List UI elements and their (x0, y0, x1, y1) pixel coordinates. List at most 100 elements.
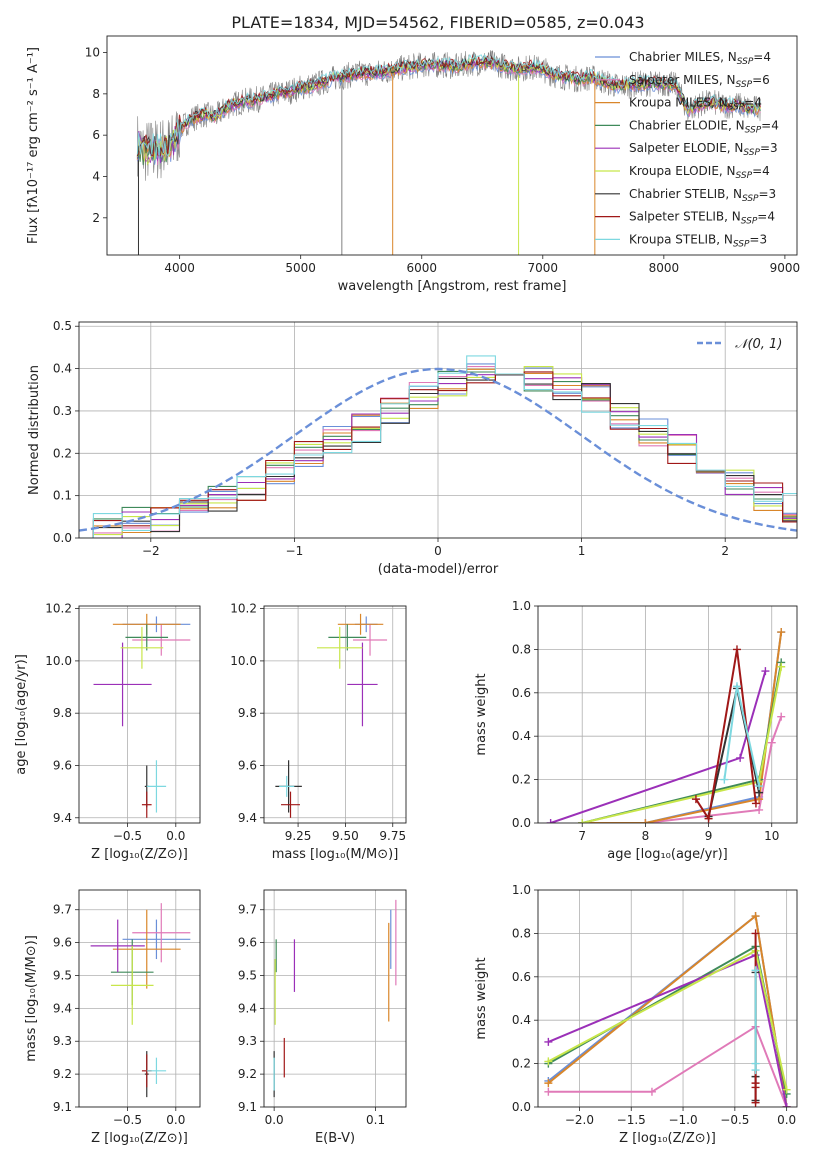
x-tick-label: 10 (764, 829, 779, 843)
y-tick-label: 9.7 (53, 903, 72, 917)
mass-weight-point (777, 712, 786, 721)
x-tick-label: 0.1 (366, 1113, 385, 1127)
mass-weight-point (544, 1037, 553, 1046)
mass-weight-point (732, 645, 741, 654)
y-tick-label: 0.8 (512, 926, 531, 940)
x-axis-label: E(B-V) (315, 1131, 355, 1146)
legend-entry: Chabrier ELODIE, NSSP=4 (629, 118, 779, 135)
y-tick-label: 0.5 (53, 319, 72, 333)
x-axis-label: wavelength [Angstrom, rest frame] (338, 279, 567, 294)
x-tick-label: 0.0 (166, 829, 185, 843)
axes-frame (78, 321, 798, 539)
y-axis-label: mass weight (474, 957, 489, 1039)
figure-title: PLATE=1834, MJD=54562, FIBERID=0585, z=0… (231, 13, 644, 32)
plot-area (264, 606, 406, 823)
spectrum-panel: 4000 5000 6000 7000 8000 9000 2 4 6 8 10 wavelength… (26, 35, 801, 294)
y-tick-label: 4 (92, 169, 100, 183)
mass-weight-point (578, 819, 587, 823)
legend: Chabrier MILES, NSSP=4 Salpeter MILES, NS… (595, 50, 779, 249)
y-tick-label: 9.4 (238, 811, 257, 825)
axes-frame (78, 889, 201, 1108)
x-tick-label: 1 (578, 544, 586, 558)
y-tick-label: 9.6 (238, 936, 257, 950)
legend-entry: 𝒩(0, 1) (735, 337, 782, 352)
legend-entry: Chabrier MILES, NSSP=4 (629, 50, 771, 67)
y-tick-label: 0.0 (512, 816, 531, 830)
model-spectrum-line (136, 53, 761, 160)
x-tick-label: 7000 (528, 261, 559, 275)
x-tick-label: −0.5 (113, 1113, 142, 1127)
residual-histogram (79, 370, 797, 538)
mass-weight-point (736, 753, 745, 762)
x-tick-label: 0.0 (777, 1113, 796, 1127)
y-tick-label: 6 (92, 128, 100, 142)
y-tick-label: 0.2 (512, 773, 531, 787)
mass-weight-point (782, 1085, 791, 1094)
mass-weight-point (777, 662, 786, 671)
plot-area (79, 890, 200, 1107)
x-tick-label: 0.0 (166, 1113, 185, 1127)
mass-weight-point (755, 805, 764, 814)
residual-histogram (79, 363, 797, 538)
y-tick-label: 9.3 (238, 1034, 257, 1048)
plot-area (538, 890, 797, 1107)
mass-weight-line (550, 670, 767, 823)
x-tick-label: 8000 (649, 261, 680, 275)
x-tick-label: 9.25 (285, 829, 312, 843)
axes-frame (263, 889, 407, 1108)
observed-spectrum (137, 50, 761, 181)
mass-weight-line (547, 914, 788, 1107)
x-tick-label: 9.50 (332, 829, 359, 843)
axes-frame (537, 889, 798, 1108)
legend-entry: Kroupa ELODIE, NSSP=4 (629, 164, 770, 181)
mass-weight-line (548, 1025, 788, 1107)
x-tick-label: 9000 (770, 261, 801, 275)
y-tick-label: 0.8 (512, 642, 531, 656)
residual-histogram (79, 355, 797, 538)
mass-weight-point (751, 1098, 760, 1107)
plot-area (79, 322, 797, 538)
mass-weight-line (582, 631, 783, 823)
mass-weight-point (647, 1087, 656, 1096)
y-tick-label: 9.3 (53, 1034, 72, 1048)
legend-entry: Kroupa MILES, NSSP=4 (629, 96, 762, 113)
x-tick-label: 0.0 (265, 1113, 284, 1127)
mass-weight-point (761, 667, 770, 676)
y-axis-label: Normed distribution (27, 365, 42, 495)
y-tick-label: 0.6 (512, 686, 531, 700)
mass-weight-point (704, 814, 713, 823)
x-tick-label: −1.5 (617, 1113, 646, 1127)
x-tick-label: 5000 (285, 261, 316, 275)
model-spectrum-line (136, 55, 761, 157)
y-axis-label: Flux [fλ10⁻¹⁷ erg cm⁻² s⁻¹ A⁻¹] (26, 47, 41, 244)
mass-weight-point (544, 1057, 553, 1066)
axes-frame (106, 35, 798, 256)
x-tick-label: 6000 (406, 261, 437, 275)
y-tick-label: 9.1 (53, 1100, 72, 1114)
mass-weight-point (751, 929, 760, 938)
x-axis-label: age [log₁₀(age/yr)] (607, 847, 728, 862)
axes-frame (78, 605, 201, 824)
y-tick-label: 0.0 (53, 531, 72, 545)
mass-weight-point (691, 795, 700, 804)
y-tick-label: 10.0 (45, 654, 72, 668)
x-tick-label: −1 (286, 544, 304, 558)
mass-weight-point (720, 775, 729, 784)
y-tick-label: 0.2 (512, 1057, 531, 1071)
y-tick-label: 9.8 (53, 706, 72, 720)
axes-frame (537, 605, 798, 824)
x-tick-label: 0 (434, 544, 442, 558)
mass-weight-point (544, 1079, 553, 1088)
y-tick-label: 9.4 (53, 1001, 72, 1015)
plot-area (538, 606, 797, 823)
x-tick-label: −0.5 (113, 829, 142, 843)
y-tick-label: 10.2 (45, 602, 72, 616)
plot-area (136, 50, 761, 255)
y-tick-label: 9.6 (238, 758, 257, 772)
x-tick-label: 9.75 (379, 829, 406, 843)
x-tick-label: −2 (142, 544, 160, 558)
mass-weight-point (751, 1059, 760, 1068)
residual-histogram (79, 366, 797, 538)
mass-weight-point (751, 799, 760, 808)
